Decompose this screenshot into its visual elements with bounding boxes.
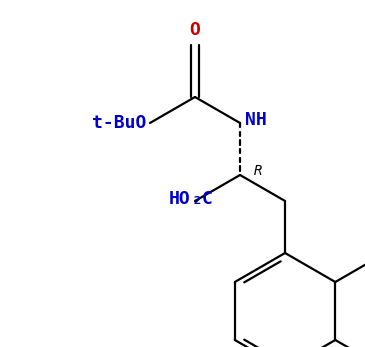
Text: ₂C: ₂C — [192, 190, 214, 208]
Text: t-BuO: t-BuO — [92, 114, 146, 132]
Text: HO: HO — [169, 190, 191, 208]
Text: NH: NH — [245, 111, 267, 129]
Text: R: R — [254, 164, 262, 178]
Text: O: O — [189, 21, 200, 39]
